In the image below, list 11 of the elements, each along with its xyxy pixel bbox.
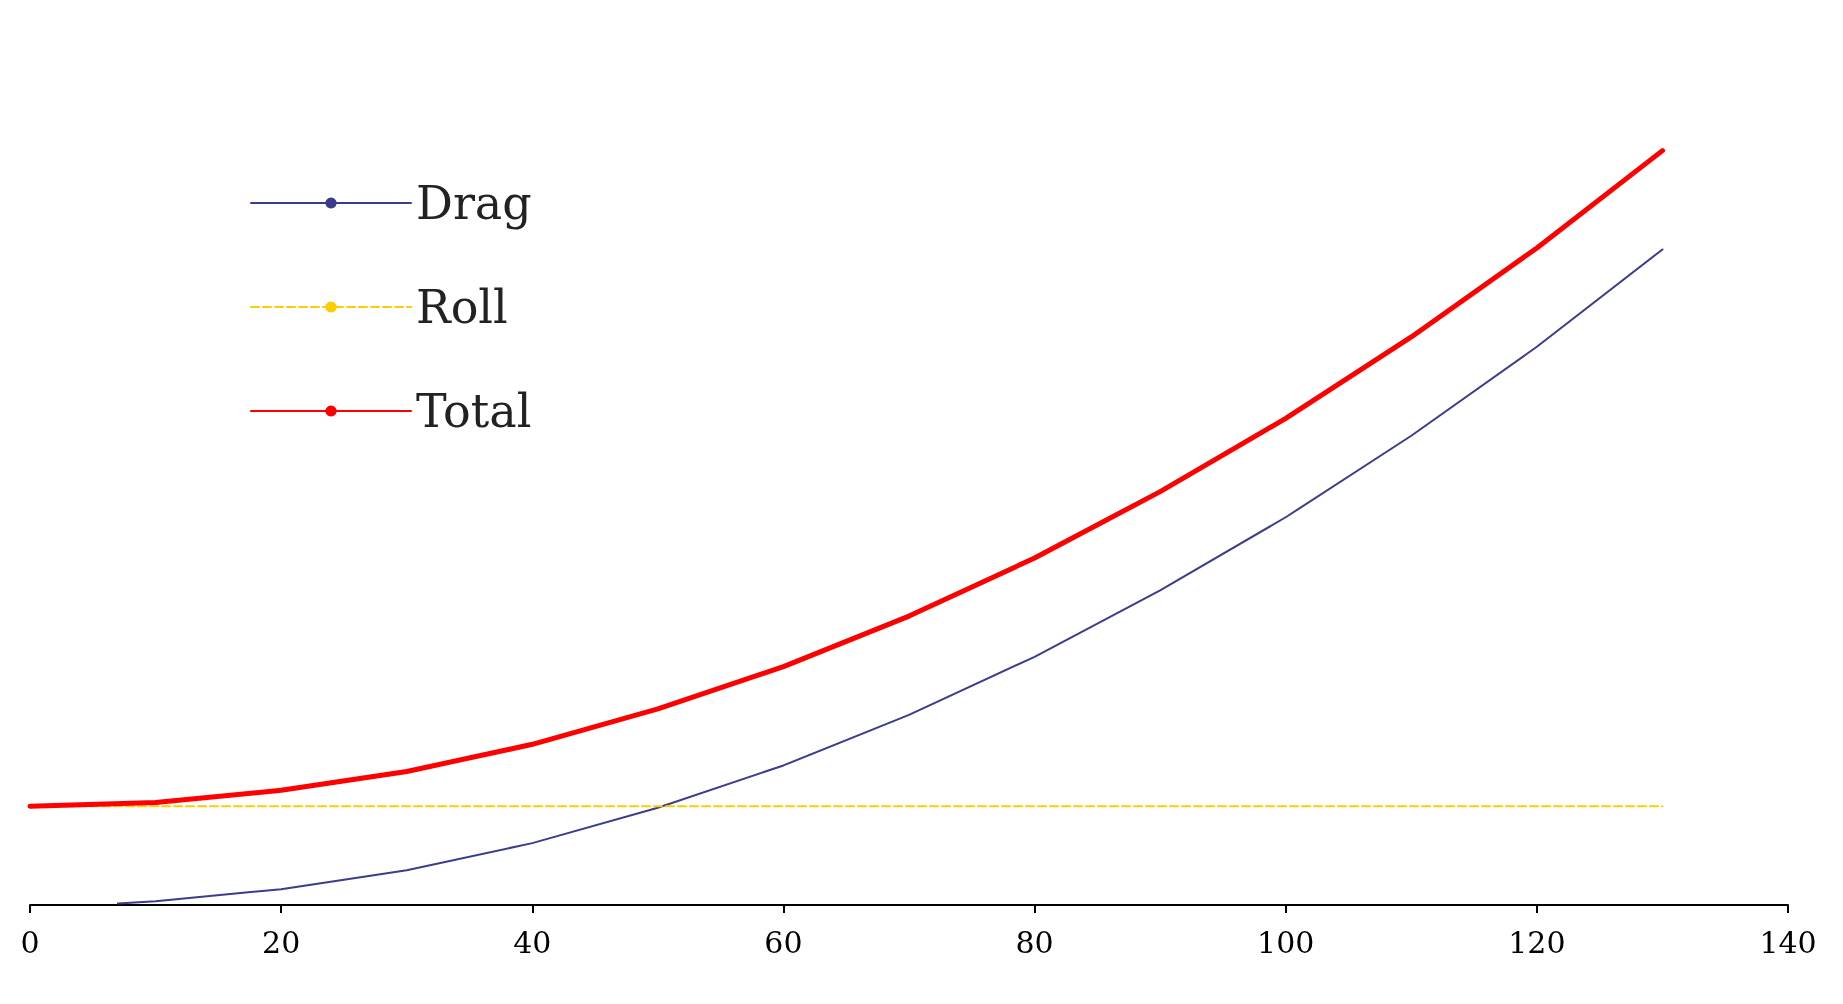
x-tick-label: 140: [1759, 924, 1817, 960]
x-tick-label: 100: [1257, 924, 1315, 960]
x-tick-label: 40: [513, 924, 552, 960]
x-tick-label: 80: [1015, 924, 1054, 960]
legend-label: Total: [416, 384, 532, 438]
x-tick-label: 0: [20, 924, 40, 960]
legend-label: Drag: [416, 176, 532, 230]
x-tick-label: 20: [262, 924, 301, 960]
x-tick-label: 120: [1508, 924, 1566, 960]
x-tick-label: 60: [764, 924, 803, 960]
legend-label: Roll: [416, 280, 508, 334]
